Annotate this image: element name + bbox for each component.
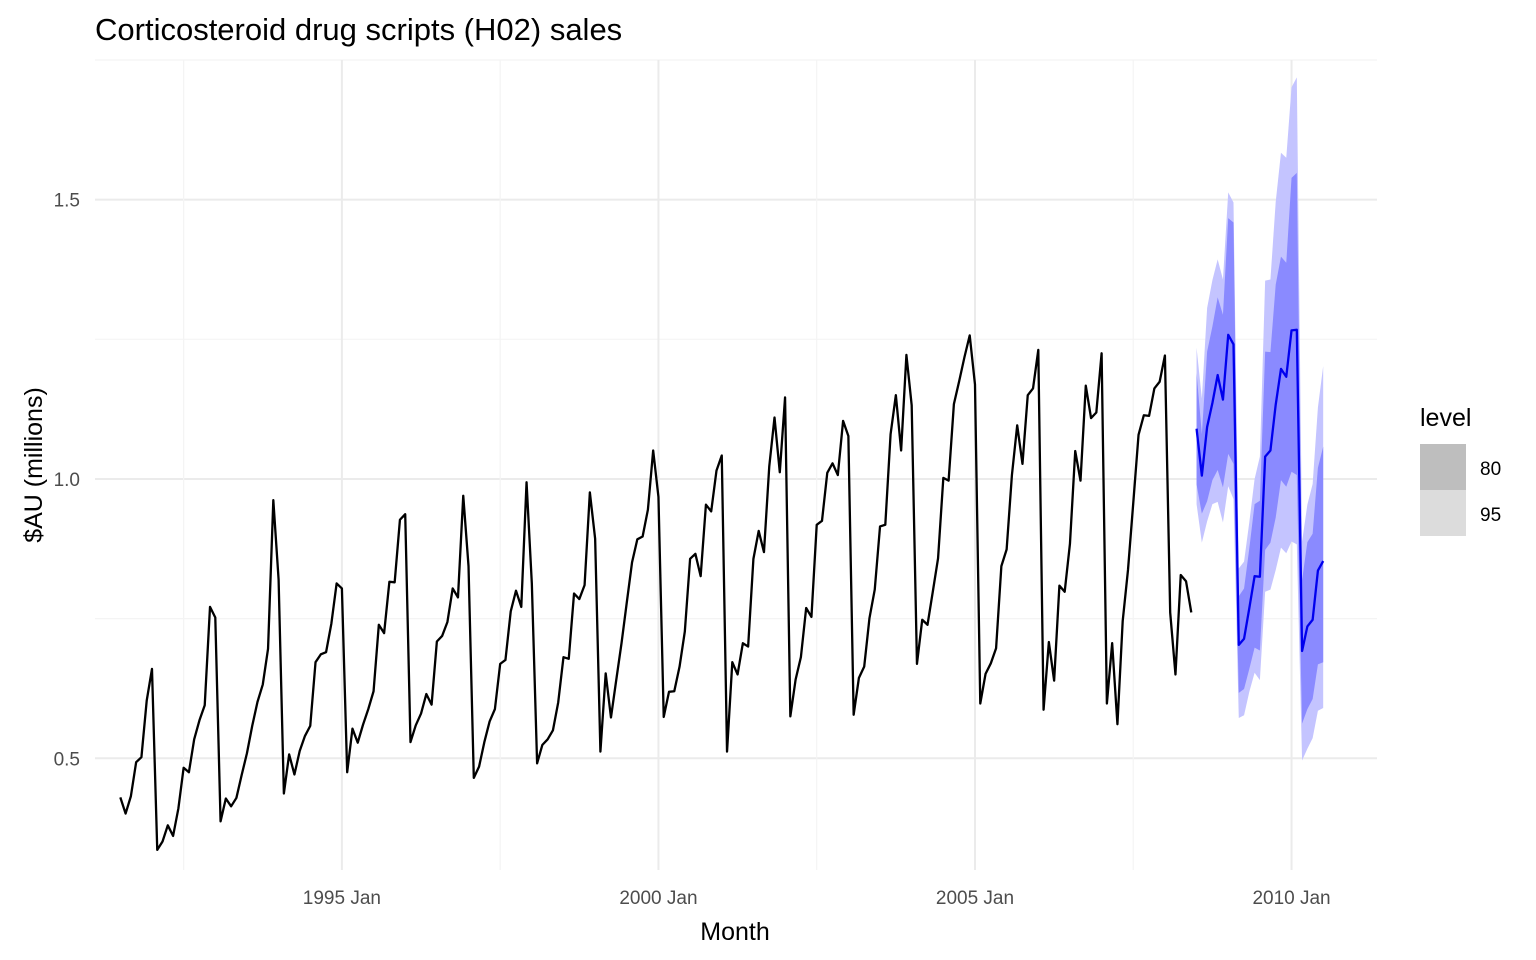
legend-title: level (1420, 404, 1471, 432)
forecast-mean-line (1195, 328, 1325, 653)
series-lines (119, 328, 1325, 852)
x-tick-label: 2000 Jan (619, 888, 697, 909)
history-line (119, 334, 1193, 852)
x-axis-ticks: 1995 Jan 2000 Jan 2005 Jan 2010 Jan (303, 888, 1331, 909)
chart-title: Corticosteroid drug scripts (H02) sales (95, 12, 622, 47)
y-tick-label: 1.5 (54, 191, 80, 212)
x-tick-label: 1995 Jan (303, 888, 381, 909)
forecast-intervals (1196, 77, 1324, 761)
legend-label: 80 (1480, 459, 1501, 480)
y-tick-label: 1.0 (54, 470, 80, 491)
y-axis-title: $AU (millions) (20, 387, 48, 543)
legend-key-80 (1420, 444, 1466, 490)
x-tick-label: 2005 Jan (936, 888, 1014, 909)
legend-key-95 (1420, 490, 1466, 536)
x-axis-title: Month (700, 918, 769, 946)
interval-80-band (1196, 172, 1324, 724)
legend-label: 95 (1480, 505, 1501, 526)
legend: level 80 95 (1420, 404, 1501, 536)
x-tick-label: 2010 Jan (1252, 888, 1330, 909)
grid-lines (95, 59, 1377, 870)
y-axis-ticks: 0.5 1.0 1.5 (54, 191, 80, 771)
y-tick-label: 0.5 (54, 749, 80, 770)
